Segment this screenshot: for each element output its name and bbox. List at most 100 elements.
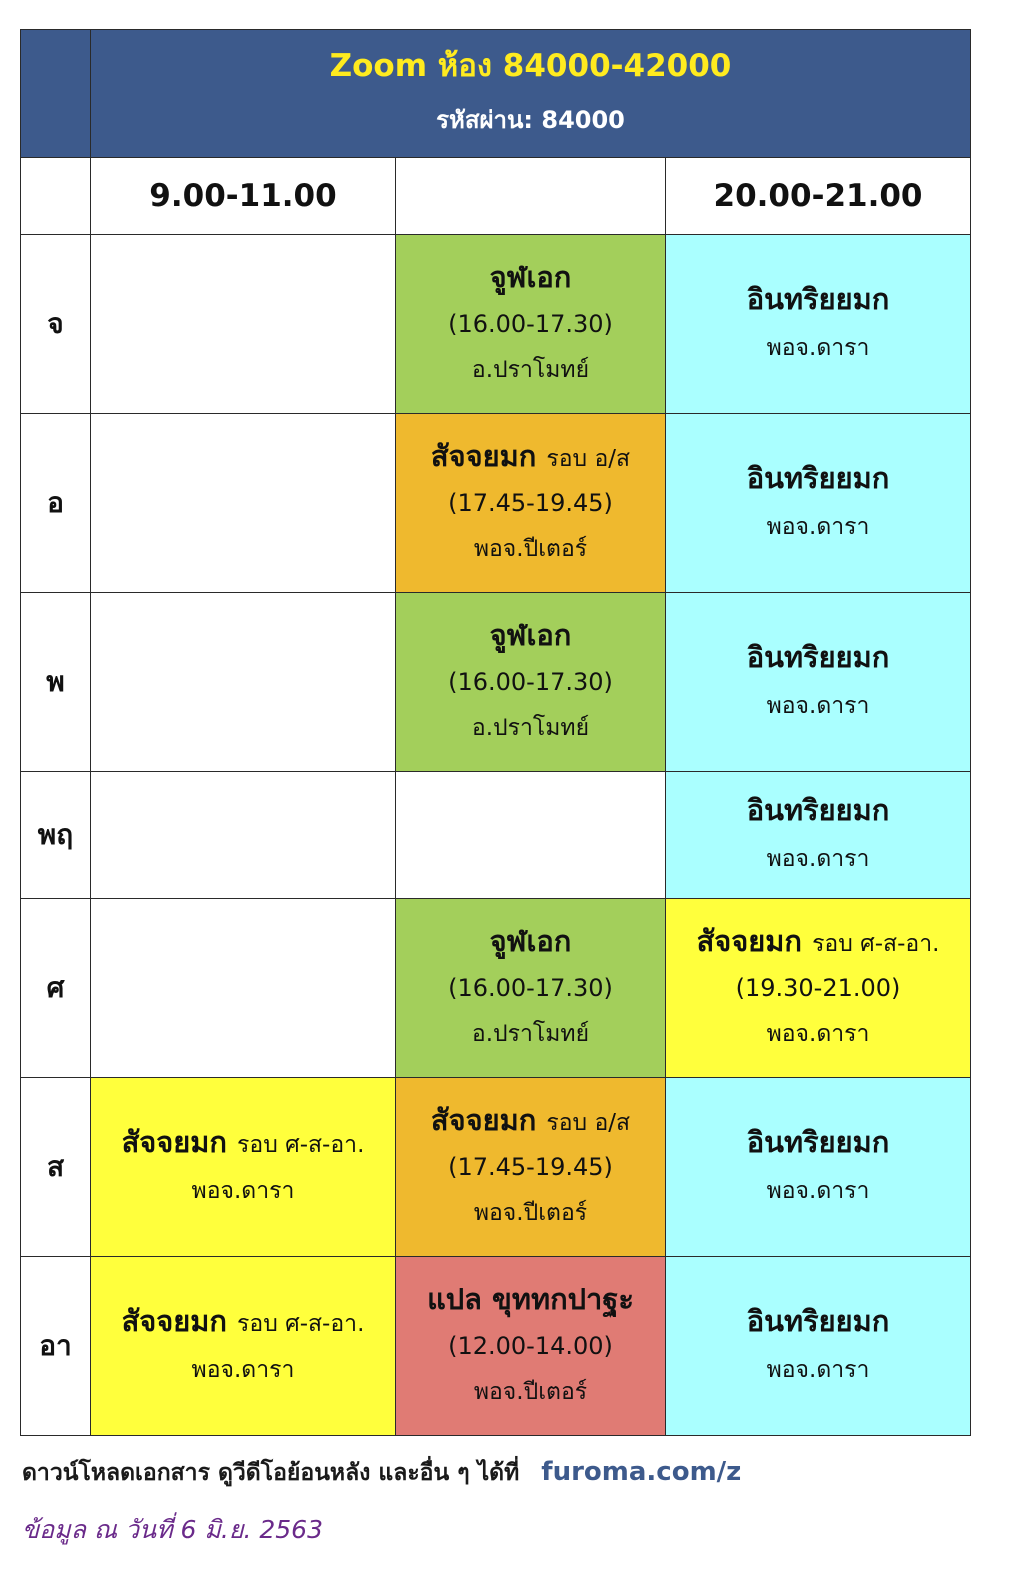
slot-sat-middle: สัจจยมก รอบ อ/ส (17.45-19.45) พอจ.ปีเตอร…: [395, 1077, 666, 1257]
footer-link[interactable]: furoma.com/z: [541, 1457, 742, 1487]
subject: อินทริยยมก: [746, 792, 890, 827]
session-time: (16.00-17.30): [448, 310, 613, 339]
time-morning-cell: 9.00-11.00: [90, 157, 396, 235]
teacher: พอจ.ดารา: [191, 1357, 295, 1384]
day-label-cell: จ: [20, 234, 91, 414]
day-label: พ: [46, 665, 65, 698]
teacher: พอจ.ดารา: [191, 1178, 295, 1205]
round-label: รอบ อ/ส: [546, 445, 631, 472]
slot-sun-morning: สัจจยมก รอบ ศ-ส-อา. พอจ.ดารา: [90, 1256, 396, 1436]
teacher: พอจ.ดารา: [766, 1357, 870, 1384]
subject: สัจจยมก รอบ ศ-ส-อา.: [121, 1124, 365, 1159]
slot-wed-evening: อินทริยยมก พอจ.ดารา: [664, 592, 972, 772]
teacher: พอจ.ปีเตอร์: [473, 1379, 588, 1406]
as-of-date: ข้อมูล ณ วันที่ 6 มิ.ย. 2563: [22, 1515, 323, 1544]
day-label-cell: พฤ: [20, 771, 91, 899]
slot-mon-evening: อินทริยยมก พอจ.ดารา: [664, 234, 972, 414]
slot-tue-middle: สัจจยมก รอบ อ/ส (17.45-19.45) พอจ.ปีเตอร…: [395, 413, 666, 593]
subject: จูฬเอก: [489, 259, 572, 294]
slot-mon-morning: [90, 234, 396, 414]
header-row: Zoom ห้อง 84000-42000 รหัสผ่าน: 84000: [20, 29, 972, 158]
day-label: พฤ: [37, 818, 74, 851]
day-row-thu: พฤ อินทริยยมก พอจ.ดารา: [20, 771, 972, 899]
slot-tue-morning: [90, 413, 396, 593]
slot-thu-middle: [395, 771, 666, 899]
header-corner-cell: [20, 29, 91, 158]
round-label: รอบ ศ-ส-อา.: [237, 1131, 365, 1158]
session-time: (19.30-21.00): [735, 974, 901, 1003]
day-label: จ: [47, 307, 64, 340]
subject: อินทริยยมก: [746, 281, 890, 316]
teacher: พอจ.ดารา: [766, 514, 870, 541]
round-label: รอบ ศ-ส-อา.: [812, 930, 940, 957]
teacher: อ.ปราโมทย์: [471, 715, 590, 742]
session-time: (17.45-19.45): [448, 489, 613, 518]
slot-thu-morning: [90, 771, 396, 899]
day-label-cell: อา: [20, 1256, 91, 1436]
footer-note: ดาวน์โหลดเอกสาร ดูวีดีโอย้อนหลัง และอื่น…: [22, 1455, 741, 1491]
day-label-cell: พ: [20, 592, 91, 772]
subject: สัจจยมก รอบ ศ-ส-อา.: [696, 923, 940, 958]
day-label: ส: [46, 1150, 65, 1183]
slot-sun-middle: แปล ขุททกปาฐะ (12.00-14.00) พอจ.ปีเตอร์: [395, 1256, 666, 1436]
subject: สัจจยมก รอบ อ/ส: [430, 1102, 631, 1137]
teacher: พอจ.ดารา: [766, 1021, 870, 1048]
time-evening: 20.00-21.00: [713, 178, 923, 214]
slot-fri-morning: [90, 898, 396, 1078]
subject: อินทริยยมก: [746, 1303, 890, 1338]
day-label-cell: อ: [20, 413, 91, 593]
slot-wed-middle: จูฬเอก (16.00-17.30) อ.ปราโมทย์: [395, 592, 666, 772]
time-evening-cell: 20.00-21.00: [664, 157, 972, 235]
teacher: พอจ.ปีเตอร์: [473, 1200, 588, 1227]
slot-fri-middle: จูฬเอก (16.00-17.30) อ.ปราโมทย์: [395, 898, 666, 1078]
time-morning: 9.00-11.00: [149, 178, 337, 214]
zoom-password: รหัสผ่าน: 84000: [436, 105, 625, 134]
round-label: รอบ อ/ส: [546, 1109, 631, 1136]
slot-fri-evening: สัจจยมก รอบ ศ-ส-อา. (19.30-21.00) พอจ.ดา…: [664, 898, 972, 1078]
subject: แปล ขุททกปาฐะ: [427, 1281, 634, 1316]
day-row-wed: พ จูฬเอก (16.00-17.30) อ.ปราโมทย์ อินทริ…: [20, 592, 972, 772]
time-middle-cell: [395, 157, 666, 235]
subject: จูฬเอก: [489, 617, 572, 652]
slot-thu-evening: อินทริยยมก พอจ.ดารา: [664, 771, 972, 899]
day-row-mon: จ จูฬเอก (16.00-17.30) อ.ปราโมทย์ อินทริ…: [20, 234, 972, 414]
teacher: พอจ.ดารา: [766, 846, 870, 873]
teacher: อ.ปราโมทย์: [471, 1021, 590, 1048]
session-time: (16.00-17.30): [448, 974, 613, 1003]
day-label-cell: ส: [20, 1077, 91, 1257]
subject: อินทริยยมก: [746, 460, 890, 495]
subject: อินทริยยมก: [746, 639, 890, 674]
day-row-tue: อ สัจจยมก รอบ อ/ส (17.45-19.45) พอจ.ปีเต…: [20, 413, 972, 593]
subject: จูฬเอก: [489, 923, 572, 958]
slot-sun-evening: อินทริยยมก พอจ.ดารา: [664, 1256, 972, 1436]
subject: สัจจยมก รอบ ศ-ส-อา.: [121, 1303, 365, 1338]
day-row-sat: ส สัจจยมก รอบ ศ-ส-อา. พอจ.ดารา สัจจยมก ร…: [20, 1077, 972, 1257]
session-time: (17.45-19.45): [448, 1153, 613, 1182]
time-corner-cell: [20, 157, 91, 235]
header-cell: Zoom ห้อง 84000-42000 รหัสผ่าน: 84000: [89, 29, 972, 158]
slot-tue-evening: อินทริยยมก พอจ.ดารา: [664, 413, 972, 593]
slot-wed-morning: [90, 592, 396, 772]
teacher: พอจ.ดารา: [766, 693, 870, 720]
day-label: อา: [39, 1329, 72, 1362]
day-label-cell: ศ: [20, 898, 91, 1078]
teacher: พอจ.ดารา: [766, 335, 870, 362]
slot-mon-middle: จูฬเอก (16.00-17.30) อ.ปราโมทย์: [395, 234, 666, 414]
slot-sat-evening: อินทริยยมก พอจ.ดารา: [664, 1077, 972, 1257]
zoom-room-title: Zoom ห้อง 84000-42000: [329, 48, 732, 85]
round-label: รอบ ศ-ส-อา.: [237, 1310, 365, 1337]
schedule-table: Zoom ห้อง 84000-42000 รหัสผ่าน: 84000 9.…: [20, 29, 972, 1436]
teacher: พอจ.ปีเตอร์: [473, 536, 588, 563]
slot-sat-morning: สัจจยมก รอบ ศ-ส-อา. พอจ.ดารา: [90, 1077, 396, 1257]
subject: อินทริยยมก: [746, 1124, 890, 1159]
day-row-sun: อา สัจจยมก รอบ ศ-ส-อา. พอจ.ดารา แปล ขุทท…: [20, 1256, 972, 1436]
teacher: อ.ปราโมทย์: [471, 357, 590, 384]
footer-text: ดาวน์โหลดเอกสาร ดูวีดีโอย้อนหลัง และอื่น…: [22, 1460, 520, 1486]
day-label: ศ: [46, 971, 65, 1004]
session-time: (16.00-17.30): [448, 668, 613, 697]
teacher: พอจ.ดารา: [766, 1178, 870, 1205]
session-time: (12.00-14.00): [448, 1332, 613, 1361]
day-row-fri: ศ จูฬเอก (16.00-17.30) อ.ปราโมทย์ สัจจยม…: [20, 898, 972, 1078]
time-header-row: 9.00-11.00 20.00-21.00: [20, 157, 972, 235]
day-label: อ: [47, 486, 64, 519]
